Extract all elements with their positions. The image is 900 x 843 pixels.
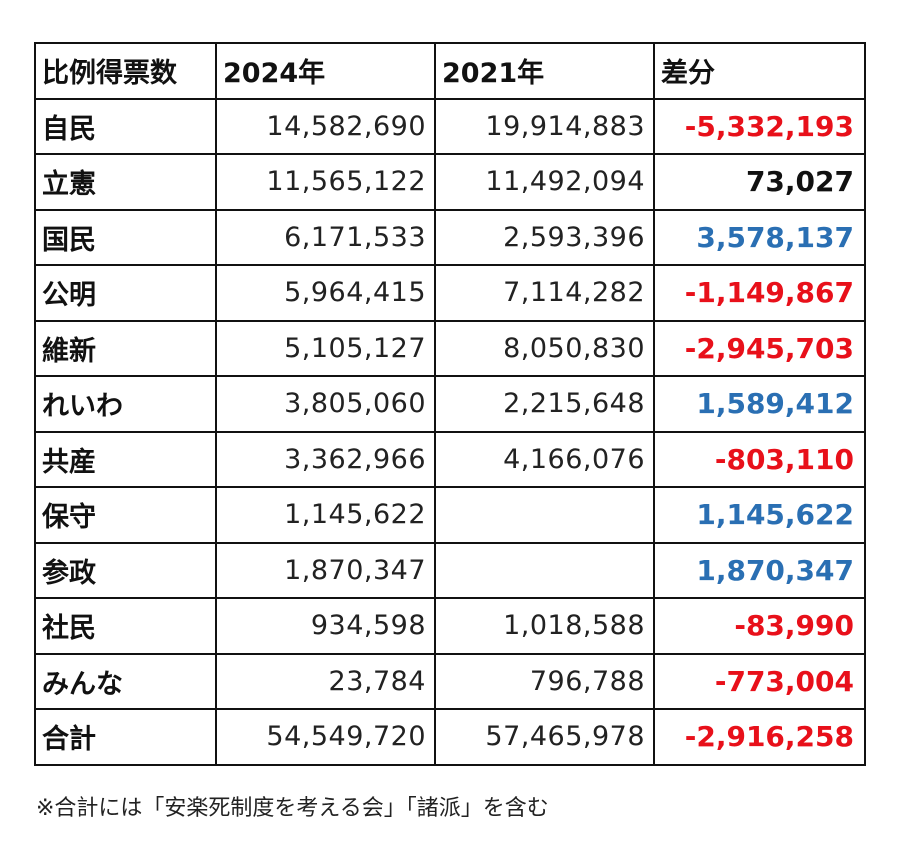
party-name-cell: 参政: [34, 541, 217, 599]
header-row: 比例得票数 2024年 2021年 差分: [34, 42, 866, 100]
table-row: 保守 1,145,622 1,145,622: [34, 486, 866, 544]
header-party: 比例得票数: [34, 42, 217, 100]
table-row: 国民 6,171,533 2,593,396 3,578,137: [34, 208, 866, 266]
votes-2021-cell: [434, 541, 655, 599]
votes-2024-cell: 23,784: [215, 652, 436, 710]
table-row: 維新 5,105,127 8,050,830 -2,945,703: [34, 319, 866, 377]
table-row: 公明 5,964,415 7,114,282 -1,149,867: [34, 264, 866, 322]
votes-2024-cell: 5,105,127: [215, 319, 436, 377]
table-row: 自民 14,582,690 19,914,883 -5,332,193: [34, 97, 866, 155]
votes-2021-cell: 2,593,396: [434, 208, 655, 266]
votes-2024-cell: 14,582,690: [215, 97, 436, 155]
table-row: 参政 1,870,347 1,870,347: [34, 541, 866, 599]
party-name-cell: 保守: [34, 486, 217, 544]
table-row: みんな 23,784 796,788 -773,004: [34, 652, 866, 710]
vote-diff-cell: -803,110: [653, 430, 866, 488]
vote-diff-cell: 73,027: [653, 153, 866, 211]
votes-2024-cell: 3,362,966: [215, 430, 436, 488]
votes-2021-cell: 19,914,883: [434, 97, 655, 155]
table-row: 社民 934,598 1,018,588 -83,990: [34, 597, 866, 655]
votes-2021-cell: 8,050,830: [434, 319, 655, 377]
party-name-cell: れいわ: [34, 375, 217, 433]
votes-2024-cell: 6,171,533: [215, 208, 436, 266]
votes-2021-cell: 2,215,648: [434, 375, 655, 433]
votes-2024-cell: 11,565,122: [215, 153, 436, 211]
vote-diff-cell: -5,332,193: [653, 97, 866, 155]
party-name-cell: 国民: [34, 208, 217, 266]
party-name-cell: 維新: [34, 319, 217, 377]
votes-2024-cell: 5,964,415: [215, 264, 436, 322]
vote-diff-cell: -2,945,703: [653, 319, 866, 377]
vote-diff-cell: -83,990: [653, 597, 866, 655]
table-body: 自民 14,582,690 19,914,883 -5,332,193 立憲 11,565…: [34, 97, 866, 766]
party-name-cell: みんな: [34, 652, 217, 710]
votes-2021-cell: 7,114,282: [434, 264, 655, 322]
header-diff: 差分: [653, 42, 866, 100]
vote-diff-cell: 3,578,137: [653, 208, 866, 266]
party-name-cell: 公明: [34, 264, 217, 322]
party-name-cell: 自民: [34, 97, 217, 155]
votes-2024-cell: 3,805,060: [215, 375, 436, 433]
party-name-cell: 社民: [34, 597, 217, 655]
votes-2024-cell: 934,598: [215, 597, 436, 655]
table-row: 立憲 11,565,122 11,492,094 73,027: [34, 153, 866, 211]
vote-diff-cell: -1,149,867: [653, 264, 866, 322]
table-row: 合計 54,549,720 57,465,978 -2,916,258: [34, 708, 866, 766]
header-2021: 2021年: [434, 42, 655, 100]
vote-diff-cell: -2,916,258: [653, 708, 866, 766]
votes-2021-cell: 1,018,588: [434, 597, 655, 655]
header-2024: 2024年: [215, 42, 436, 100]
table-row: れいわ 3,805,060 2,215,648 1,589,412: [34, 375, 866, 433]
votes-2024-cell: 1,870,347: [215, 541, 436, 599]
votes-2021-cell: 11,492,094: [434, 153, 655, 211]
party-name-cell: 共産: [34, 430, 217, 488]
votes-2021-cell: 57,465,978: [434, 708, 655, 766]
vote-diff-cell: 1,589,412: [653, 375, 866, 433]
votes-2024-cell: 54,549,720: [215, 708, 436, 766]
vote-comparison-table: 比例得票数 2024年 2021年 差分 自民 14,582,690 19,914,…: [34, 42, 866, 766]
table-row: 共産 3,362,966 4,166,076 -803,110: [34, 430, 866, 488]
vote-diff-cell: 1,870,347: [653, 541, 866, 599]
votes-2021-cell: [434, 486, 655, 544]
footnote: ※合計には「安楽死制度を考える会」「諸派」を含む: [36, 796, 549, 821]
vote-diff-cell: 1,145,622: [653, 486, 866, 544]
votes-2024-cell: 1,145,622: [215, 486, 436, 544]
party-name-cell: 立憲: [34, 153, 217, 211]
party-name-cell: 合計: [34, 708, 217, 766]
votes-2021-cell: 796,788: [434, 652, 655, 710]
votes-2021-cell: 4,166,076: [434, 430, 655, 488]
vote-diff-cell: -773,004: [653, 652, 866, 710]
